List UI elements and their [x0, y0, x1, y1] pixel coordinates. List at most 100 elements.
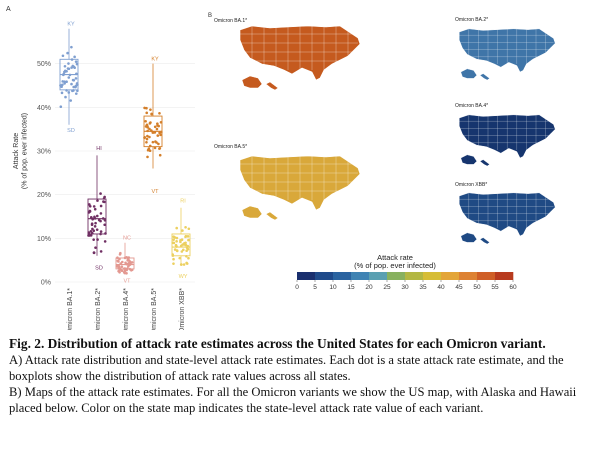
state-point [122, 267, 126, 270]
state-point [159, 120, 163, 124]
state-point [88, 203, 91, 206]
state-point [118, 253, 122, 256]
state-point [99, 230, 103, 233]
state-point [74, 92, 78, 95]
y-tick-label: 10% [37, 236, 51, 243]
state-point [120, 260, 124, 264]
state-point [62, 73, 65, 77]
legend-tick-label: 60 [509, 284, 517, 291]
state-point [148, 149, 152, 153]
state-point [61, 80, 65, 83]
state-point [60, 85, 63, 89]
category-label: Omicron XBB* [179, 288, 186, 330]
legend-swatch [315, 272, 334, 280]
state-point [64, 95, 67, 99]
top-state-label: KY [67, 22, 75, 28]
state-point [102, 197, 106, 200]
state-point [180, 263, 183, 266]
state-point [158, 131, 161, 135]
state-point [65, 80, 68, 84]
state-point [70, 58, 74, 61]
legend-swatch [333, 272, 352, 280]
legend-tick-label: 25 [383, 284, 391, 291]
legend-swatch [441, 272, 460, 280]
state-point [143, 106, 146, 110]
state-point [187, 227, 191, 231]
alaska-shape [460, 232, 478, 243]
bottom-state-label: SD [67, 128, 75, 134]
state-point [144, 119, 147, 123]
state-point [156, 122, 159, 125]
top-state-label: HI [96, 146, 102, 152]
hawaii-shape [265, 211, 279, 221]
state-point [92, 251, 96, 255]
state-point [148, 127, 151, 131]
state-point [150, 112, 153, 116]
state-point [66, 51, 69, 55]
state-point [146, 129, 149, 133]
state-point [128, 263, 132, 266]
state-point [184, 241, 187, 245]
legend-title-line2: (% of pop. ever infected) [354, 261, 436, 270]
bottom-state-label: VT [123, 278, 131, 284]
legend-swatch [423, 272, 442, 280]
state-point [74, 60, 78, 63]
state-point [175, 249, 179, 253]
state-point [93, 215, 96, 219]
state-point [127, 265, 130, 268]
state-point [181, 229, 184, 232]
box [87, 198, 107, 235]
state-point [116, 256, 119, 259]
state-point [187, 238, 190, 242]
color-legend: Attack rate (% of pop. ever infected) 0 5… [295, 253, 517, 291]
category-label: Omicron BA.1* [67, 288, 74, 330]
state-point [155, 127, 159, 131]
state-point [120, 269, 124, 272]
state-point [90, 231, 94, 235]
map-title: Omicron BA.5* [214, 144, 247, 150]
state-point [172, 257, 175, 261]
state-point [120, 265, 124, 269]
figure: A 0% 10% 20% 30% 40% 50% Attack Rate (% of pop.… [6, 6, 556, 330]
state-point [70, 45, 73, 49]
legend-swatch [369, 272, 388, 280]
legend-tick-label: 35 [419, 284, 427, 291]
state-point [179, 238, 182, 242]
state-point [145, 111, 149, 115]
hawaii-shape [479, 73, 491, 81]
state-point [93, 207, 97, 211]
state-point [91, 227, 94, 231]
state-point [67, 91, 71, 94]
state-point [99, 204, 103, 208]
category-label: Omicron BA.5* [151, 288, 158, 330]
state-point [63, 64, 67, 68]
state-point [143, 135, 147, 139]
state-point [99, 250, 103, 253]
state-point [171, 253, 175, 256]
state-point [68, 73, 72, 77]
state-point [99, 212, 103, 215]
top-state-label: NC [123, 236, 131, 242]
state-point [117, 269, 120, 273]
caption-title: Fig. 2. Distribution of attack rate esti… [9, 336, 546, 351]
maps-grid: Omicron BA.1* Omicron BA.2* Omicron BA.4* O… [214, 17, 556, 245]
y-axis-label: Attack Rate (% of pop. ever infected) [13, 113, 29, 189]
state-point [66, 67, 70, 70]
state-point [130, 268, 134, 272]
hawaii-shape [479, 159, 491, 167]
alaska-shape [460, 68, 478, 79]
state-point [71, 78, 75, 82]
state-point [158, 147, 161, 150]
state-point [149, 108, 152, 111]
state-point [63, 70, 66, 74]
state-point [175, 226, 179, 230]
state-point [67, 62, 70, 65]
us-map [239, 25, 361, 91]
state-point [91, 217, 95, 221]
state-point [95, 214, 99, 218]
us-map [239, 155, 361, 221]
legend-tick-label: 40 [437, 284, 445, 291]
state-point [99, 192, 102, 195]
state-point [178, 256, 182, 260]
state-point [148, 144, 152, 148]
